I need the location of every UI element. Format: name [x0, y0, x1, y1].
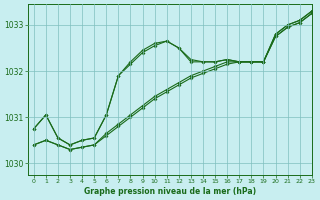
X-axis label: Graphe pression niveau de la mer (hPa): Graphe pression niveau de la mer (hPa) — [84, 187, 256, 196]
